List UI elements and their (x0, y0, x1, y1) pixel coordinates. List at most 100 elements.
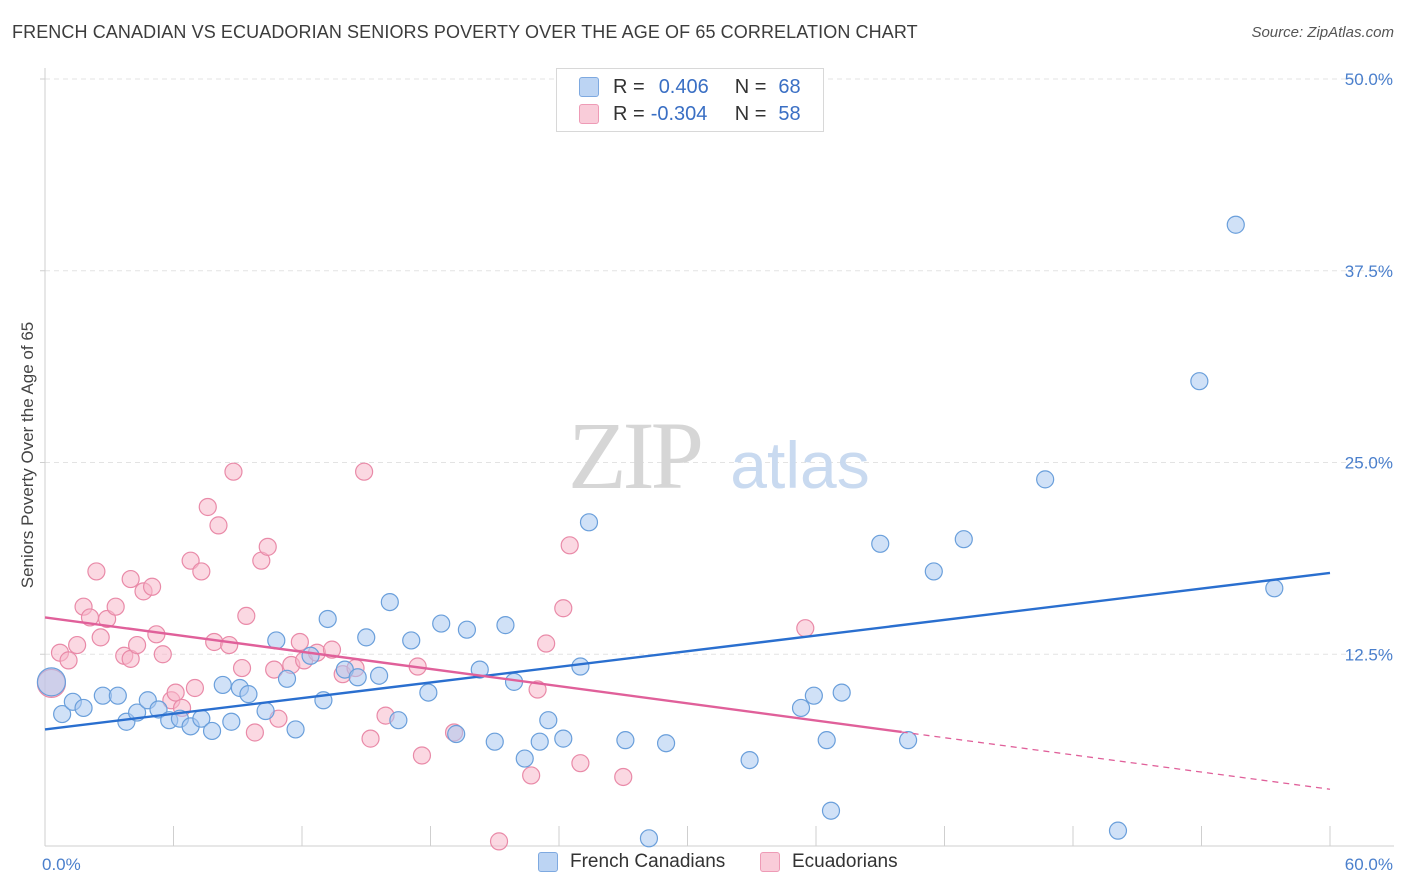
bottom-legend-label: Ecuadorians (792, 851, 898, 872)
legend: R = 0.406 N = 68 R = -0.304 N = 58 (556, 68, 824, 132)
point-ecuadorians (528, 680, 547, 699)
legend-r-label: R = (613, 102, 645, 125)
point-french-canadians (432, 614, 451, 633)
point-french-canadians (832, 683, 851, 702)
bottom-legend-french-canadians: French Canadians (538, 851, 725, 873)
legend-n-label: N = (734, 75, 767, 98)
point-french-canadians (239, 685, 258, 704)
point-ecuadorians (91, 628, 110, 647)
point-french-canadians (571, 657, 590, 676)
point-ecuadorians (361, 729, 380, 748)
point-ecuadorians (121, 569, 140, 589)
point-ecuadorians (142, 577, 162, 596)
trend-line-extension-ecuadorians (901, 731, 1331, 790)
point-french-canadians (539, 711, 558, 730)
point-french-canadians (256, 701, 275, 721)
point-ecuadorians (614, 767, 633, 787)
point-french-canadians (579, 513, 599, 532)
point-french-canadians (817, 731, 836, 750)
watermark-atlas: atlas (730, 428, 869, 502)
bottom-legend: French Canadians Ecuadorians (0, 851, 1406, 877)
point-french-canadians (286, 720, 305, 739)
point-ecuadorians (59, 651, 78, 670)
point-french-canadians (821, 801, 841, 820)
point-french-canadians (924, 562, 943, 581)
legend-n-value: 58 (778, 102, 801, 125)
point-ecuadorians (224, 462, 243, 481)
trend-lines (44, 571, 1331, 790)
point-ecuadorians (258, 537, 277, 556)
point-french-canadians (447, 724, 466, 744)
point-french-canadians (202, 721, 222, 741)
point-french-canadians (1036, 470, 1055, 489)
point-ecuadorians (98, 609, 117, 629)
point-ecuadorians (522, 766, 541, 785)
legend-row-ecuadorians: R = -0.304 N = 58 (579, 102, 801, 126)
point-french-canadians (616, 731, 635, 750)
watermark-zip: ZIP (568, 402, 701, 509)
point-french-canadians (457, 620, 477, 639)
point-french-canadians (380, 592, 399, 612)
source-label: Source: ZipAtlas.com (1251, 24, 1394, 41)
point-french-canadians (277, 669, 297, 688)
point-french-canadians (515, 749, 534, 768)
point-ecuadorians (537, 634, 556, 653)
bottom-legend-ecuadorians: Ecuadorians (760, 851, 898, 873)
trend-line-ecuadorians (44, 616, 902, 734)
point-ecuadorians (127, 635, 147, 655)
point-ecuadorians (68, 635, 87, 655)
bottom-legend-swatch-blue (538, 852, 558, 872)
y-tick-label: 25.0% (1345, 454, 1393, 473)
point-ecuadorians (290, 632, 309, 652)
point-french-canadians (1108, 821, 1128, 840)
point-french-canadians (1226, 215, 1245, 234)
point-french-canadians (804, 686, 823, 705)
point-french-canadians (1265, 579, 1284, 598)
grid (45, 78, 1394, 655)
point-french-canadians (898, 731, 918, 750)
point-french-canadians (318, 609, 337, 629)
point-french-canadians (53, 704, 72, 724)
point-french-canadians (639, 829, 659, 848)
point-ecuadorians (412, 746, 432, 765)
point-ecuadorians (87, 562, 106, 581)
x-tick-label-min: 0.0% (42, 855, 81, 874)
point-french-canadians (108, 686, 127, 705)
point-french-canadians (496, 616, 515, 635)
point-ecuadorians (489, 832, 509, 851)
points (36, 215, 1284, 851)
point-french-canadians (389, 711, 408, 730)
tick-labels: 12.5% 25.0% 37.5% 50.0% 0.0% 60.0% (42, 70, 1393, 874)
point-french-canadians (791, 698, 811, 718)
point-ecuadorians (322, 640, 342, 659)
point-french-canadians (954, 530, 973, 549)
point-french-canadians (348, 668, 367, 687)
point-ecuadorians (796, 619, 815, 638)
point-french-canadians (871, 534, 890, 553)
point-french-canadians (530, 732, 549, 751)
point-french-canadians (357, 628, 376, 647)
point-french-canadians (36, 667, 67, 697)
point-french-canadians (149, 700, 168, 719)
point-french-canadians (213, 675, 232, 695)
point-french-canadians (1190, 372, 1209, 391)
legend-r-label: R = (613, 75, 645, 98)
point-ecuadorians (198, 497, 217, 517)
axes (40, 68, 1394, 847)
point-french-canadians (656, 734, 676, 753)
point-ecuadorians (560, 536, 579, 555)
point-french-canadians (370, 666, 389, 685)
point-french-canadians (419, 683, 438, 702)
point-ecuadorians (554, 599, 573, 618)
point-ecuadorians (220, 635, 239, 655)
point-ecuadorians (106, 597, 125, 616)
chart-title: FRENCH CANADIAN VS ECUADORIAN SENIORS PO… (12, 22, 918, 42)
point-french-canadians (222, 712, 241, 731)
point-ecuadorians (232, 658, 252, 678)
legend-r-value: 0.406 (658, 75, 709, 98)
point-ecuadorians (355, 462, 374, 481)
legend-r-value: -0.304 (650, 102, 708, 125)
point-french-canadians (740, 750, 759, 770)
x-tick-label-max: 60.0% (1345, 855, 1393, 874)
point-ecuadorians (245, 723, 264, 742)
